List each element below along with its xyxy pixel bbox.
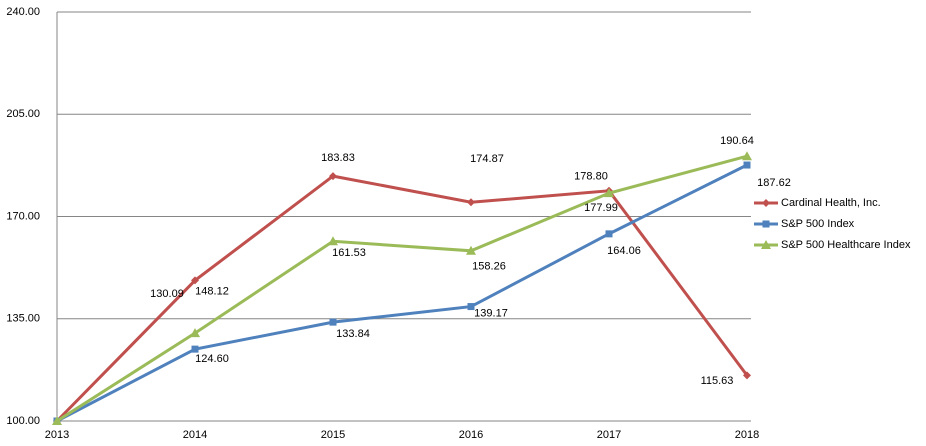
y-tick-label: 135.00 [6,313,40,325]
data-label: 115.63 [701,375,734,387]
data-label: 133.84 [336,328,370,340]
data-label: 178.80 [574,171,608,183]
data-label: 183.83 [321,152,355,164]
marker [191,345,199,353]
y-tick-label: 100.00 [6,415,40,427]
x-tick-label: 2013 [45,429,69,441]
marker [762,220,770,228]
marker [190,328,200,338]
marker [761,240,771,249]
data-label: 124.60 [195,353,229,365]
x-tick-label: 2014 [183,429,207,441]
marker [328,236,338,246]
series-line [56,154,748,423]
y-tick-label: 170.00 [6,210,40,222]
data-label: 158.26 [472,261,506,273]
data-label: 161.53 [332,247,366,259]
legend-label: S&P 500 Index [781,218,855,230]
marker [604,188,614,198]
marker [467,198,475,207]
x-tick-label: 2015 [321,429,345,441]
legend-label: Cardinal Health, Inc. [781,197,881,209]
marker [191,276,199,285]
x-tick-label: 2016 [459,429,483,441]
marker [466,245,476,255]
data-label: 148.12 [195,285,229,297]
series-line [56,163,748,423]
x-tick-label: 2017 [597,429,621,441]
data-label: 174.87 [470,153,504,165]
data-label: 187.62 [757,177,791,189]
data-label: 177.99 [584,202,618,214]
marker [743,161,751,169]
marker [762,199,770,207]
data-label: 139.17 [474,307,508,319]
marker [743,371,751,380]
data-label: 164.06 [607,245,641,257]
marker [605,230,613,238]
marker [742,151,752,161]
marker [467,303,475,311]
marker [329,318,337,326]
data-label: 190.64 [720,135,754,147]
y-tick-label: 240.00 [6,6,40,18]
marker [329,172,337,181]
legend-label: S&P 500 Healthcare Index [781,239,911,251]
y-tick-label: 205.00 [6,108,40,120]
x-tick-label: 2018 [735,429,759,441]
marker [52,416,62,425]
data-label: 130.09 [150,288,184,300]
